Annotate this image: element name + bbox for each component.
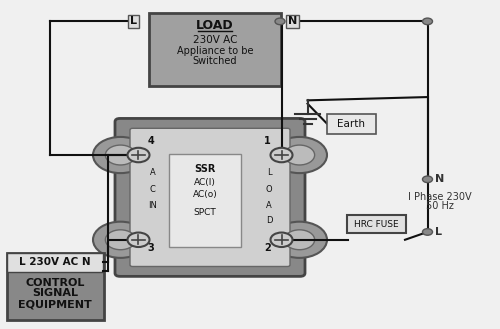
Circle shape — [128, 148, 150, 162]
Text: 2: 2 — [264, 243, 271, 253]
Text: 4: 4 — [148, 137, 154, 146]
Circle shape — [422, 229, 432, 235]
FancyBboxPatch shape — [169, 154, 241, 247]
Circle shape — [284, 145, 314, 165]
Circle shape — [270, 148, 292, 162]
FancyBboxPatch shape — [115, 118, 305, 276]
FancyBboxPatch shape — [130, 128, 290, 266]
Text: Switched: Switched — [193, 56, 238, 66]
Text: N: N — [436, 174, 444, 184]
Text: L: L — [266, 168, 272, 177]
Text: IN: IN — [148, 201, 157, 210]
Circle shape — [270, 233, 292, 247]
Circle shape — [272, 137, 327, 173]
Circle shape — [93, 137, 148, 173]
Circle shape — [106, 230, 136, 250]
Circle shape — [284, 230, 314, 250]
Text: L 230V AC N: L 230V AC N — [19, 257, 91, 267]
Text: 1: 1 — [264, 137, 271, 146]
Text: LOAD: LOAD — [196, 19, 234, 32]
FancyBboxPatch shape — [149, 13, 281, 86]
Text: EQUIPMENT: EQUIPMENT — [18, 299, 92, 309]
Text: C: C — [150, 185, 156, 194]
Text: 50 Hz: 50 Hz — [426, 201, 454, 211]
FancyBboxPatch shape — [326, 114, 376, 134]
Text: A: A — [266, 201, 272, 210]
Text: D: D — [266, 216, 272, 225]
Text: AC(o): AC(o) — [192, 190, 218, 199]
Circle shape — [106, 145, 136, 165]
Circle shape — [93, 222, 148, 258]
Text: SIGNAL: SIGNAL — [32, 289, 78, 298]
Text: Earth: Earth — [337, 119, 365, 129]
Text: SPCT: SPCT — [194, 208, 216, 217]
Circle shape — [275, 18, 285, 25]
FancyBboxPatch shape — [346, 215, 406, 233]
Text: O: O — [266, 185, 272, 194]
Text: SSR: SSR — [194, 164, 216, 174]
Text: 3: 3 — [148, 243, 154, 253]
FancyBboxPatch shape — [7, 253, 103, 272]
Text: L: L — [435, 227, 442, 237]
Text: N: N — [288, 16, 297, 26]
Circle shape — [272, 222, 327, 258]
FancyBboxPatch shape — [6, 253, 103, 320]
Circle shape — [422, 18, 432, 25]
Text: 230V AC: 230V AC — [193, 35, 238, 45]
Text: L: L — [130, 16, 137, 26]
Text: AC(I): AC(I) — [194, 178, 216, 187]
Circle shape — [128, 233, 150, 247]
Text: A: A — [150, 168, 156, 177]
Text: Appliance to be: Appliance to be — [177, 46, 254, 56]
Text: I Phase 230V: I Phase 230V — [408, 192, 472, 202]
Text: CONTROL: CONTROL — [26, 278, 85, 288]
Circle shape — [422, 176, 432, 183]
Text: HRC FUSE: HRC FUSE — [354, 219, 399, 229]
